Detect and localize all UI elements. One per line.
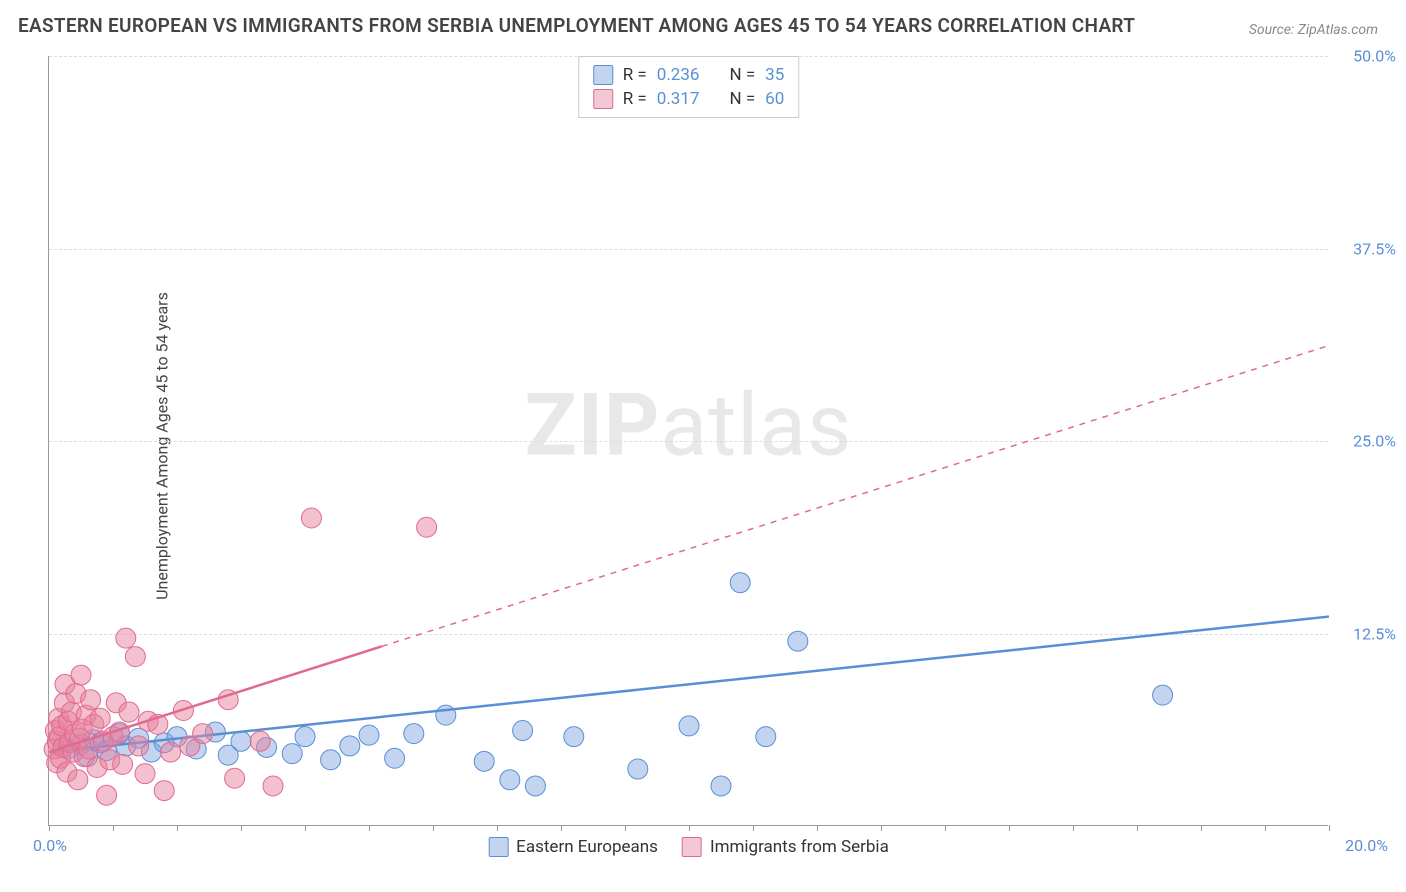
scatter-point bbox=[500, 770, 520, 790]
scatter-point bbox=[679, 716, 699, 736]
scatter-point bbox=[154, 781, 174, 801]
n-value-pink: 60 bbox=[765, 89, 784, 109]
scatter-point bbox=[788, 631, 808, 651]
r-label: R = bbox=[623, 89, 647, 109]
scatter-point bbox=[730, 573, 750, 593]
scatter-point bbox=[135, 764, 155, 784]
chart-title: EASTERN EUROPEAN VS IMMIGRANTS FROM SERB… bbox=[18, 14, 1135, 37]
x-tick bbox=[561, 825, 562, 831]
scatter-point bbox=[119, 702, 139, 722]
scatter-point bbox=[193, 724, 213, 744]
scatter-point bbox=[97, 785, 117, 805]
source-text: Source: ZipAtlas.com bbox=[1249, 22, 1378, 38]
legend-item-blue: Eastern Europeans bbox=[488, 837, 658, 857]
swatch-blue-icon bbox=[593, 65, 613, 85]
scatter-point bbox=[250, 731, 270, 751]
y-tick-label: 37.5% bbox=[1353, 239, 1396, 258]
scatter-point bbox=[340, 736, 360, 756]
corr-row-blue: R = 0.236 N = 35 bbox=[593, 63, 785, 87]
r-label: R = bbox=[623, 65, 647, 85]
x-tick bbox=[305, 825, 306, 831]
legend-label-pink: Immigrants from Serbia bbox=[710, 837, 889, 857]
legend-item-pink: Immigrants from Serbia bbox=[682, 837, 889, 857]
scatter-point bbox=[628, 759, 648, 779]
scatter-point bbox=[71, 665, 91, 685]
scatter-point bbox=[90, 708, 110, 728]
y-tick-label: 12.5% bbox=[1353, 624, 1396, 643]
x-tick bbox=[625, 825, 626, 831]
x-tick bbox=[1201, 825, 1202, 831]
x-tick bbox=[433, 825, 434, 831]
chart-svg bbox=[49, 56, 1328, 825]
x-tick bbox=[177, 825, 178, 831]
legend-label-blue: Eastern Europeans bbox=[516, 837, 658, 857]
swatch-blue-icon bbox=[488, 837, 508, 857]
scatter-point bbox=[225, 768, 245, 788]
scatter-point bbox=[231, 731, 251, 751]
x-max-label: 20.0% bbox=[1345, 836, 1388, 855]
scatter-point bbox=[113, 754, 133, 774]
x-tick bbox=[1329, 825, 1330, 831]
scatter-point bbox=[81, 690, 101, 710]
scatter-point bbox=[417, 517, 437, 537]
x-tick bbox=[1009, 825, 1010, 831]
x-tick bbox=[817, 825, 818, 831]
x-tick bbox=[1265, 825, 1266, 831]
x-tick bbox=[497, 825, 498, 831]
r-value-blue: 0.236 bbox=[657, 65, 700, 85]
n-label: N = bbox=[729, 65, 755, 85]
scatter-point bbox=[301, 508, 321, 528]
scatter-point bbox=[129, 736, 149, 756]
scatter-point bbox=[513, 721, 533, 741]
n-label: N = bbox=[729, 89, 755, 109]
x-tick bbox=[241, 825, 242, 831]
x-tick bbox=[1073, 825, 1074, 831]
scatter-point bbox=[564, 727, 584, 747]
r-value-pink: 0.317 bbox=[657, 89, 700, 109]
corr-row-pink: R = 0.317 N = 60 bbox=[593, 87, 785, 111]
scatter-point bbox=[125, 647, 145, 667]
x-tick bbox=[945, 825, 946, 831]
scatter-point bbox=[295, 727, 315, 747]
swatch-pink-icon bbox=[593, 89, 613, 109]
regression-line-dashed bbox=[382, 346, 1329, 647]
scatter-point bbox=[385, 748, 405, 768]
scatter-point bbox=[282, 744, 302, 764]
plot-area: ZIPatlas 12.5%25.0%37.5%50.0% R = 0.236 … bbox=[48, 56, 1328, 826]
scatter-point bbox=[1153, 685, 1173, 705]
scatter-point bbox=[711, 776, 731, 796]
scatter-point bbox=[68, 770, 88, 790]
scatter-point bbox=[161, 742, 181, 762]
x-tick bbox=[881, 825, 882, 831]
scatter-point bbox=[263, 776, 283, 796]
x-min-label: 0.0% bbox=[33, 836, 67, 855]
y-tick-label: 50.0% bbox=[1353, 47, 1396, 66]
x-tick bbox=[1137, 825, 1138, 831]
scatter-point bbox=[359, 725, 379, 745]
scatter-point bbox=[756, 727, 776, 747]
x-tick bbox=[113, 825, 114, 831]
x-tick bbox=[753, 825, 754, 831]
scatter-point bbox=[116, 628, 136, 648]
bottom-legend: Eastern Europeans Immigrants from Serbia bbox=[488, 837, 889, 857]
x-tick bbox=[369, 825, 370, 831]
scatter-point bbox=[321, 750, 341, 770]
y-tick-label: 25.0% bbox=[1353, 432, 1396, 451]
scatter-point bbox=[404, 724, 424, 744]
swatch-pink-icon bbox=[682, 837, 702, 857]
n-value-blue: 35 bbox=[765, 65, 784, 85]
scatter-point bbox=[474, 751, 494, 771]
x-tick bbox=[689, 825, 690, 831]
correlation-box: R = 0.236 N = 35 R = 0.317 N = 60 bbox=[578, 56, 800, 118]
x-tick bbox=[49, 825, 50, 831]
scatter-point bbox=[525, 776, 545, 796]
